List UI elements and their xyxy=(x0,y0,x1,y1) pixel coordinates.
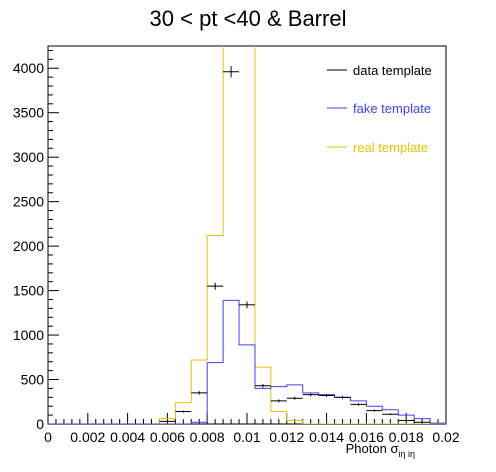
series-layer xyxy=(48,46,446,424)
x-tick-label: 0.006 xyxy=(150,429,185,445)
legend-label: real template xyxy=(353,140,428,155)
y-axis: 0 500 1000 1500 2000 2500 3000 3500 4000 xyxy=(13,49,59,432)
y-tick-label: 2500 xyxy=(13,194,44,210)
x-tick-label: 0.02 xyxy=(432,429,459,445)
series-data-template xyxy=(159,66,431,423)
y-tick-label: 4000 xyxy=(13,60,44,76)
x-tick-label: 0.002 xyxy=(70,429,105,445)
chart-title: 30 < pt <40 & Barrel xyxy=(150,6,347,31)
series-fake-template xyxy=(48,299,446,424)
x-tick-label: 0.016 xyxy=(349,429,384,445)
x-tick-label: 0 xyxy=(44,429,52,445)
x-axis-label-main: Photon σ xyxy=(346,441,399,456)
x-tick-label: 0.008 xyxy=(190,429,225,445)
x-tick-label: 0.012 xyxy=(269,429,304,445)
histogram-step-line xyxy=(48,46,446,424)
legend: data template fake template real template xyxy=(327,63,432,155)
x-axis: 0 0.002 0.004 0.006 0.008 0.01 0.012 0.014 0.016… xyxy=(44,413,460,445)
legend-label: fake template xyxy=(353,101,431,116)
x-axis-label: Photon σiη iη xyxy=(346,441,415,459)
legend-label: data template xyxy=(353,63,432,78)
x-tick-label: 0.018 xyxy=(389,429,424,445)
histogram-step-line xyxy=(48,299,446,424)
y-tick-label: 1500 xyxy=(13,283,44,299)
y-tick-label: 500 xyxy=(21,372,45,388)
x-tick-label: 0.014 xyxy=(309,429,344,445)
x-tick-label: 0.004 xyxy=(110,429,145,445)
y-tick-label: 3500 xyxy=(13,105,44,121)
x-axis-label-subscript: iη iη xyxy=(398,449,415,459)
y-tick-label: 0 xyxy=(36,416,44,432)
y-tick-label: 3000 xyxy=(13,149,44,165)
y-tick-label: 1000 xyxy=(13,327,44,343)
y-tick-label: 2000 xyxy=(13,238,44,254)
series-real-template xyxy=(48,46,446,424)
x-tick-label: 0.01 xyxy=(233,429,260,445)
